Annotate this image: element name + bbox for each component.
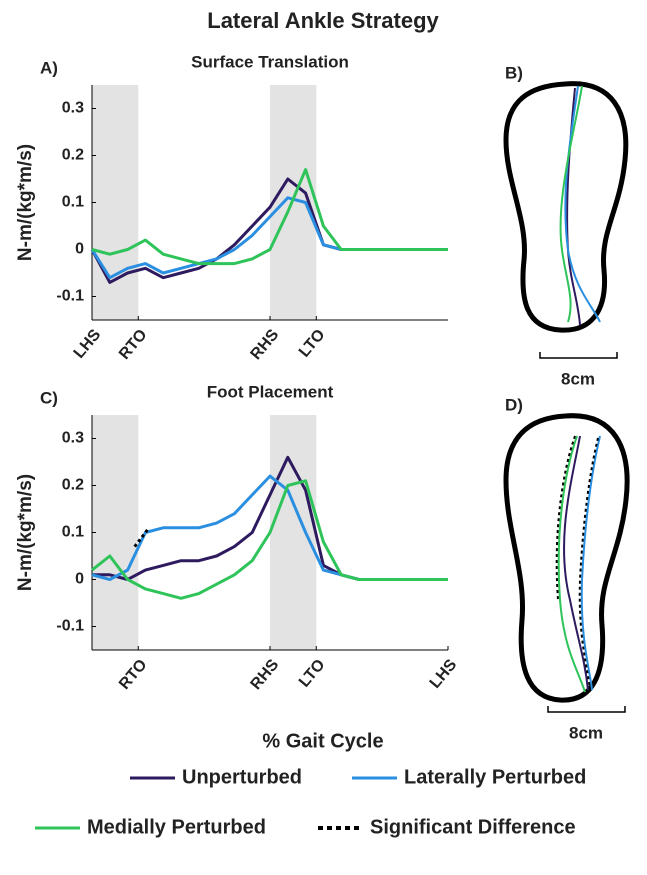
x-tick-label: RHS — [248, 656, 283, 693]
foot-outline — [503, 81, 629, 333]
x-tick-label: RTO — [116, 656, 151, 693]
event-region — [92, 85, 139, 320]
y-tick-label: 0.1 — [62, 524, 84, 541]
y-tick-label: 0.3 — [62, 100, 84, 117]
figure-title: Lateral Ankle Strategy — [207, 8, 439, 33]
panel-label: C) — [40, 388, 58, 407]
foot-diagram: D) 8cm — [503, 395, 630, 742]
trajectory — [557, 435, 586, 693]
panel-label: D) — [505, 395, 523, 414]
y-tick-label: 0 — [75, 571, 84, 588]
y-tick-label: 0.2 — [62, 477, 84, 494]
y-tick-label: -0.1 — [56, 618, 84, 635]
foot-outline — [503, 413, 630, 703]
trajectory — [564, 85, 601, 323]
x-tick-label: RHS — [248, 326, 283, 363]
plot: C) Foot Placement N-m/(kg*m/s) -0.1 0 0.1 0.2 0… — [15, 382, 461, 693]
trajectory — [559, 85, 583, 323]
x-axis-label: % Gait Cycle — [262, 730, 383, 752]
significant-trajectory — [555, 435, 576, 601]
scale-label: 8cm — [569, 723, 603, 742]
y-axis-label: N-m/(kg*m/s) — [15, 144, 36, 261]
series-line — [91, 168, 448, 266]
x-tick-label: LHS — [427, 656, 461, 692]
chart-title: Foot Placement — [207, 382, 334, 401]
y-tick-label: 0.1 — [62, 194, 84, 211]
y-tick-label: 0 — [75, 241, 84, 258]
x-tick-label: LHS — [71, 326, 105, 362]
significant-trajectory — [578, 437, 599, 691]
event-region — [92, 415, 139, 650]
legend-label: Unperturbed — [182, 766, 302, 788]
event-region — [270, 415, 317, 650]
series-line — [133, 526, 151, 548]
legend-label: Medially Perturbed — [87, 816, 266, 838]
legend-label: Significant Difference — [370, 816, 576, 838]
scale-bar — [539, 352, 618, 359]
scale-label: 8cm — [561, 369, 595, 388]
panel-label: A) — [40, 58, 58, 77]
legend-label: Laterally Perturbed — [404, 766, 586, 788]
x-tick-label: LTO — [296, 656, 329, 690]
x-tick-label: LTO — [296, 326, 329, 360]
x-tick-label: RTO — [116, 326, 151, 363]
y-axis-label: N-m/(kg*m/s) — [15, 474, 36, 591]
y-tick-label: 0.3 — [62, 430, 84, 447]
trajectory — [580, 435, 601, 691]
plot: A) Surface Translation N-m/(kg*m/s) -0.1 0 0.… — [15, 52, 448, 363]
series-line — [91, 479, 448, 600]
y-tick-label: -0.1 — [56, 288, 84, 305]
trajectory — [563, 435, 589, 691]
foot-diagram: B) 8cm — [503, 63, 629, 388]
scale-bar — [547, 706, 626, 713]
panel-label: B) — [505, 63, 523, 82]
y-tick-label: 0.2 — [62, 147, 84, 164]
chart-title: Surface Translation — [191, 52, 349, 71]
